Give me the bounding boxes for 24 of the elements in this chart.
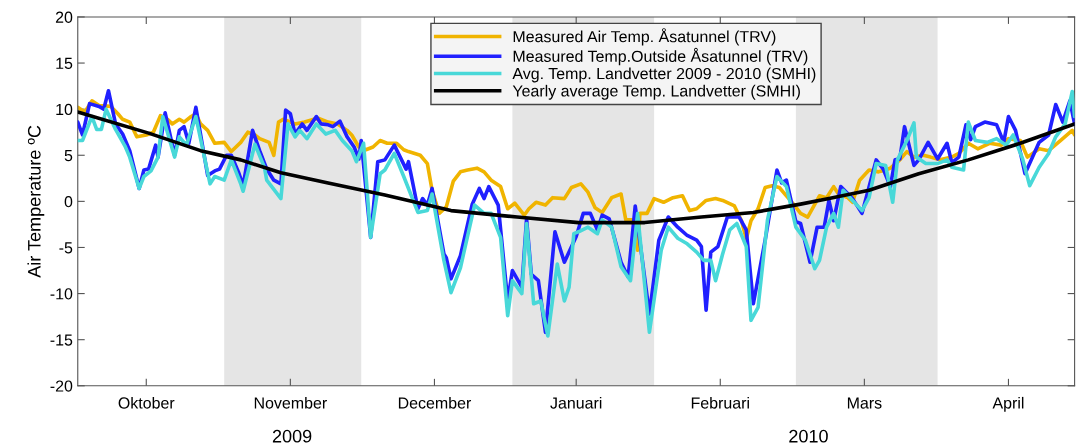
x-tick-label: Mars	[847, 397, 882, 409]
legend-label: Avg. Temp. Landvetter 2009 - 2010 (SMHI)	[512, 67, 816, 83]
y-tick-label: 10	[56, 103, 73, 116]
y-tick-label: 15	[56, 57, 73, 69]
y-tick-label: 5	[64, 150, 73, 162]
y-tick-label: 0	[64, 196, 73, 208]
x-tick-label: Januari	[550, 396, 602, 409]
y-tick-label: 20	[55, 11, 73, 23]
text: 2010	[789, 429, 828, 443]
x-tick-label: Februari	[691, 396, 749, 409]
y-tick-label: -15	[50, 334, 73, 346]
y-tick-label: -10	[50, 288, 73, 300]
line-series	[77, 110, 1075, 225]
x-tick-label: Oktober	[118, 396, 175, 409]
y-axis-title: Air Temperature ºC	[27, 125, 45, 278]
x-tick-label: April	[992, 396, 1024, 412]
y-tick-label: -20	[50, 380, 73, 392]
x-tick-label: December	[398, 396, 472, 409]
x-tick-label: November	[254, 396, 327, 409]
legend-label: Measured Air Temp. Åsatunnel (TRV)	[513, 28, 776, 46]
legend-label: Yearly average Temp. Landvetter (SMHI)	[512, 84, 800, 100]
legend-label: Measured Temp.Outside Åsatunnel (TRV)	[513, 47, 808, 66]
text: 2009	[272, 429, 312, 443]
y-tick-label: -5	[59, 242, 73, 254]
